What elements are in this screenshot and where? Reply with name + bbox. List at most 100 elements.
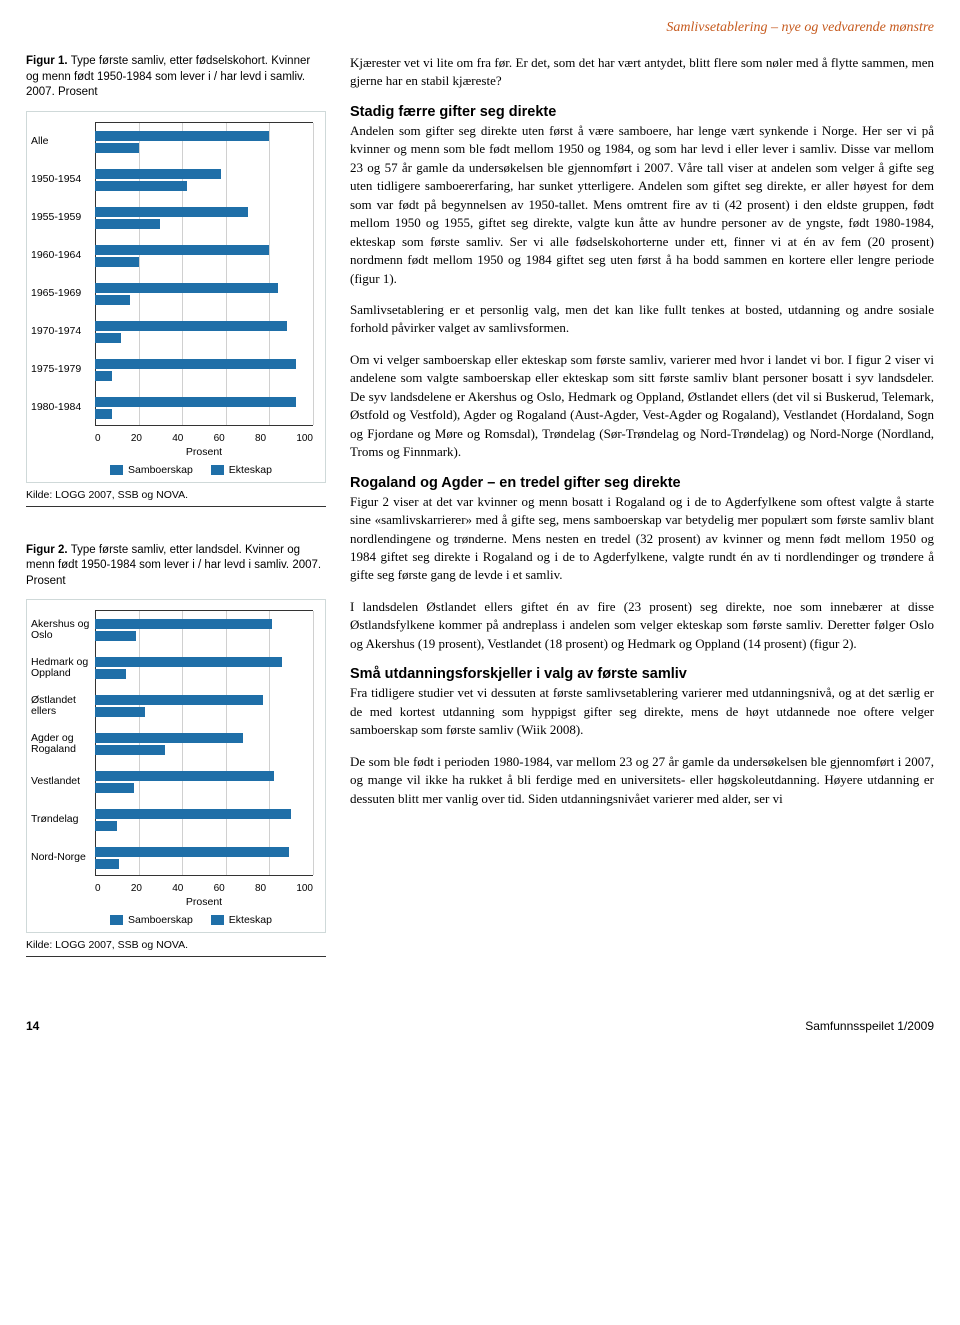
figure-1-bar: [95, 219, 160, 229]
figure-2-category-label: Akershus og Oslo: [31, 619, 95, 642]
body-text-column: Kjærester vet vi lite om fra før. Er det…: [350, 54, 934, 993]
paragraph-3: Om vi velger samboerskap eller ekteskap …: [350, 351, 934, 462]
heading-2: Rogaland og Agder – en tredel gifter seg…: [350, 475, 934, 491]
figure-2-bar: [95, 783, 134, 793]
figure-1-category-label: Alle: [31, 136, 95, 148]
figure-2-row: Hedmark og Oppland: [95, 649, 313, 687]
journal-title: Samfunnsspeilet 1/2009: [805, 1019, 934, 1033]
figure-2-caption-text: Type første samliv, etter landsdel. Kvin…: [26, 544, 321, 587]
figure-2-bar: [95, 695, 263, 705]
figure-1-xtick: 60: [214, 433, 225, 444]
figure-1-xtick: 40: [172, 433, 183, 444]
figure-1-row: 1955-1959: [95, 199, 313, 237]
figure-1-row: 1975-1979: [95, 351, 313, 389]
figure-2-row: Vestlandet: [95, 763, 313, 801]
figure-2-source: Kilde: LOGG 2007, SSB og NOVA.: [26, 939, 326, 951]
paragraph-2: Samlivsetablering er et personlig valg, …: [350, 301, 934, 338]
figure-1-legend-item: Ekteskap: [211, 464, 272, 476]
figure-1-bar: [95, 333, 121, 343]
figure-2-bar: [95, 669, 126, 679]
page-number: 14: [26, 1019, 39, 1033]
figure-1-legend-swatch: [110, 465, 123, 475]
figures-column: Figur 1. Type første samliv, etter fødse…: [26, 54, 326, 993]
figure-2-chart: Akershus og OsloHedmark og OpplandØstlan…: [26, 599, 326, 933]
figure-1-bar: [95, 283, 278, 293]
figure-1-caption-label: Figur 1.: [26, 55, 71, 67]
figure-2-row: Østlandet ellers: [95, 687, 313, 725]
heading-3: Små utdanningsforskjeller i valg av førs…: [350, 666, 934, 682]
figure-2-bar: [95, 631, 136, 641]
figure-2-bar: [95, 809, 291, 819]
figure-2-xtick: 40: [172, 883, 183, 894]
figure-1-row: 1950-1954: [95, 161, 313, 199]
figure-2-bar: [95, 707, 145, 717]
figure-1-row: Alle: [95, 123, 313, 161]
figure-2-legend-label: Samboerskap: [128, 914, 193, 926]
figure-1-bar: [95, 131, 269, 141]
figure-1-legend-label: Ekteskap: [229, 464, 272, 476]
figure-1-bar: [95, 295, 130, 305]
figure-1-category-label: 1960-1964: [31, 250, 95, 262]
figure-2-category-label: Østlandet ellers: [31, 695, 95, 718]
figure-1-xtick: 80: [255, 433, 266, 444]
figure-1-xlabel: Prosent: [95, 446, 313, 458]
figure-1-legend-label: Samboerskap: [128, 464, 193, 476]
figure-1-bar: [95, 245, 269, 255]
figure-1-bar: [95, 371, 112, 381]
figure-2: Figur 2. Type første samliv, etter lands…: [26, 543, 326, 958]
figure-2-legend-item: Samboerskap: [110, 914, 193, 926]
figure-2-legend-label: Ekteskap: [229, 914, 272, 926]
figure-1-row: 1980-1984: [95, 389, 313, 427]
figure-2-bar: [95, 847, 289, 857]
figure-2-category-label: Nord-Norge: [31, 852, 95, 864]
figure-2-row: Trøndelag: [95, 801, 313, 839]
figure-2-xtick: 80: [255, 883, 266, 894]
figure-1-bar: [95, 169, 221, 179]
figure-2-bar: [95, 771, 274, 781]
figure-2-bar: [95, 859, 119, 869]
figure-2-legend-swatch: [110, 915, 123, 925]
figure-1-xtick: 100: [296, 433, 313, 444]
figure-1-bar: [95, 409, 112, 419]
figure-1-row: 1960-1964: [95, 237, 313, 275]
figure-1-bar: [95, 359, 296, 369]
figure-2-caption-label: Figur 2.: [26, 544, 71, 556]
figure-2-caption: Figur 2. Type første samliv, etter lands…: [26, 543, 326, 590]
figure-1-source: Kilde: LOGG 2007, SSB og NOVA.: [26, 489, 326, 501]
figure-1-row: 1965-1969: [95, 275, 313, 313]
figure-1-category-label: 1975-1979: [31, 364, 95, 376]
figure-1: Figur 1. Type første samliv, etter fødse…: [26, 54, 326, 507]
paragraph-1: Andelen som gifter seg direkte uten førs…: [350, 122, 934, 288]
figure-2-bar: [95, 733, 243, 743]
figure-2-row: Akershus og Oslo: [95, 611, 313, 649]
figure-1-category-label: 1970-1974: [31, 326, 95, 338]
figure-2-xtick: 20: [131, 883, 142, 894]
figure-1-bar: [95, 397, 296, 407]
heading-1: Stadig færre gifter seg direkte: [350, 104, 934, 120]
figure-2-xtick: 60: [214, 883, 225, 894]
figure-1-xtick: 20: [131, 433, 142, 444]
figure-1-xtick: 0: [95, 433, 101, 444]
running-header: Samlivsetablering – nye og vedvarende mø…: [26, 20, 934, 36]
figure-2-category-label: Hedmark og Oppland: [31, 657, 95, 680]
figure-2-bar: [95, 745, 165, 755]
paragraph-6: Fra tidligere studier vet vi dessuten at…: [350, 684, 934, 739]
figure-1-category-label: 1950-1954: [31, 174, 95, 186]
figure-1-chart: Alle1950-19541955-19591960-19641965-1969…: [26, 111, 326, 483]
figure-1-bar: [95, 207, 248, 217]
figure-1-legend-item: Samboerskap: [110, 464, 193, 476]
figure-1-category-label: 1980-1984: [31, 402, 95, 414]
figure-1-category-label: 1955-1959: [31, 212, 95, 224]
paragraph-4: Figur 2 viser at det var kvinner og menn…: [350, 493, 934, 585]
figure-1-bar: [95, 181, 187, 191]
paragraph-7: De som ble født i perioden 1980-1984, va…: [350, 753, 934, 808]
figure-2-xlabel: Prosent: [95, 896, 313, 908]
figure-2-xtick: 100: [296, 883, 313, 894]
paragraph-5: I landsdelen Østlandet ellers giftet én …: [350, 598, 934, 653]
figure-2-row: Agder og Rogaland: [95, 725, 313, 763]
figure-2-category-label: Trøndelag: [31, 814, 95, 826]
figure-1-bar: [95, 321, 287, 331]
figure-1-row: 1970-1974: [95, 313, 313, 351]
figure-2-legend-item: Ekteskap: [211, 914, 272, 926]
figure-1-bar: [95, 143, 139, 153]
